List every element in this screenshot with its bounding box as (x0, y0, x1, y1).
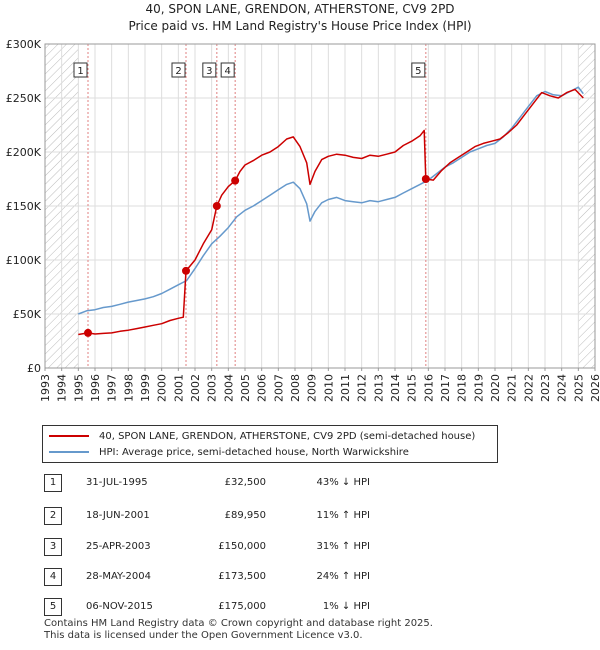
sale-date: 06-NOV-2015 (86, 601, 153, 612)
legend-label-property: 40, SPON LANE, GRENDON, ATHERSTONE, CV9 … (99, 430, 476, 442)
hpi-line (78, 86, 584, 315)
sale-number-badge: 2 (44, 507, 62, 525)
x-tick-label: 2003 (206, 374, 219, 402)
sale-label-box (73, 62, 88, 78)
x-tick-label: 1994 (56, 374, 69, 402)
legend-label-hpi: HPI: Average price, semi-detached house,… (99, 446, 409, 458)
sale-number-badge: 5 (44, 598, 62, 616)
legend-item-hpi: HPI: Average price, semi-detached house,… (49, 444, 409, 460)
x-tick-label: 1996 (89, 374, 102, 402)
x-tick-label: 2008 (289, 374, 302, 402)
sale-date: 18-JUN-2001 (86, 510, 150, 521)
legend-item-property: 40, SPON LANE, GRENDON, ATHERSTONE, CV9 … (49, 428, 475, 444)
sale-label-text: 1 (77, 66, 83, 77)
x-tick-label: 1999 (139, 374, 152, 402)
y-tick-label: £100K (6, 254, 42, 267)
sale-label-text: 3 (206, 66, 212, 77)
sale-point (231, 176, 240, 185)
table-row: 4 28-MAY-2004 £173,500 24% ↑ HPI (0, 568, 600, 586)
x-tick-label: 2001 (172, 374, 185, 402)
sale-point (212, 202, 221, 210)
sale-label-box (411, 62, 426, 78)
sale-label-text: 5 (415, 66, 421, 77)
sale-hpi-diff: 31% ↑ HPI (316, 541, 370, 552)
x-tick-label: 2012 (356, 374, 369, 402)
x-tick-label: 2011 (339, 374, 352, 402)
x-tick-label: 2015 (406, 374, 419, 402)
legend: 40, SPON LANE, GRENDON, ATHERSTONE, CV9 … (42, 425, 498, 463)
sale-price: £89,950 (224, 510, 266, 521)
sale-point (182, 266, 190, 275)
table-row: 2 18-JUN-2001 £89,950 11% ↑ HPI (0, 507, 600, 525)
sale-label-text: 2 (175, 66, 181, 77)
footer-copyright: Contains HM Land Registry data © Crown c… (44, 618, 433, 629)
sale-price: £32,500 (224, 477, 266, 488)
sale-point (84, 328, 92, 337)
x-tick-label: 2010 (322, 374, 335, 402)
sale-point (421, 175, 430, 183)
x-tick-label: 1993 (39, 374, 52, 402)
y-tick-label: £300K (6, 38, 42, 51)
sale-label-box (220, 62, 235, 78)
x-tick-label: 1995 (72, 374, 85, 402)
sale-date: 31-JUL-1995 (86, 477, 148, 488)
x-tick-label: 2025 (572, 374, 585, 402)
table-row: 5 06-NOV-2015 £175,000 1% ↓ HPI (0, 598, 600, 616)
y-tick-label: £50K (13, 308, 42, 321)
x-tick-label: 2016 (422, 374, 435, 402)
x-tick-label: 1997 (106, 374, 119, 402)
x-tick-label: 2020 (489, 374, 502, 402)
table-row: 3 25-APR-2003 £150,000 31% ↑ HPI (0, 538, 600, 556)
sale-hpi-diff: 11% ↑ HPI (316, 510, 370, 521)
x-tick-label: 2002 (189, 374, 202, 402)
chart-title: 40, SPON LANE, GRENDON, ATHERSTONE, CV9 … (145, 2, 455, 16)
y-tick-label: £0 (27, 362, 41, 375)
x-tick-label: 2004 (222, 374, 235, 402)
price-chart: 1 2 3 4 5 £0 £50K £100K £150K £200K £250K £300K 199… (6, 38, 600, 402)
legend-swatch-hpi (49, 451, 89, 453)
x-tick-label: 2024 (556, 374, 569, 402)
sale-number-badge: 3 (44, 538, 62, 556)
sale-hpi-diff: 1% ↓ HPI (322, 601, 370, 612)
x-tick-label: 2023 (539, 374, 552, 402)
plot-frame (44, 43, 596, 369)
legend-swatch-property (49, 435, 89, 437)
x-tick-label: 2000 (156, 374, 169, 402)
x-tick-label: 2021 (506, 374, 519, 402)
sale-price: £150,000 (218, 541, 266, 552)
sale-label-text: 4 (224, 66, 230, 77)
x-tick-label: 2009 (306, 374, 319, 402)
x-tick-label: 2007 (272, 374, 285, 402)
sale-label-box (171, 62, 186, 78)
x-tick-label: 2018 (456, 374, 469, 402)
sale-price: £175,000 (218, 601, 266, 612)
y-tick-label: £250K (6, 92, 42, 105)
x-tick-label: 2013 (372, 374, 385, 402)
y-tick-label: £150K (6, 200, 42, 213)
x-tick-label: 2006 (256, 374, 269, 402)
x-tick-label: 2022 (522, 374, 535, 402)
x-tick-label: 2019 (472, 374, 485, 402)
x-tick-label: 2026 (589, 374, 600, 402)
footer-licence: This data is licensed under the Open Gov… (44, 630, 363, 641)
y-tick-label: £200K (6, 146, 42, 159)
sale-hpi-diff: 43% ↓ HPI (316, 477, 370, 488)
sale-number-badge: 1 (44, 474, 62, 492)
sale-number-badge: 4 (44, 568, 62, 586)
chart-subtitle: Price paid vs. HM Land Registry's House … (128, 19, 472, 33)
sale-label-box (202, 62, 217, 78)
sale-date: 25-APR-2003 (86, 541, 151, 552)
sale-hpi-diff: 24% ↑ HPI (316, 571, 370, 582)
x-tick-label: 2017 (439, 374, 452, 402)
table-row: 1 31-JUL-1995 £32,500 43% ↓ HPI (0, 474, 600, 492)
x-tick-label: 2014 (389, 374, 402, 402)
x-tick-label: 1998 (122, 374, 135, 402)
sale-price: £173,500 (218, 571, 266, 582)
x-tick-label: 2005 (239, 374, 252, 402)
property-price-line (78, 88, 584, 336)
sale-date: 28-MAY-2004 (86, 571, 152, 582)
